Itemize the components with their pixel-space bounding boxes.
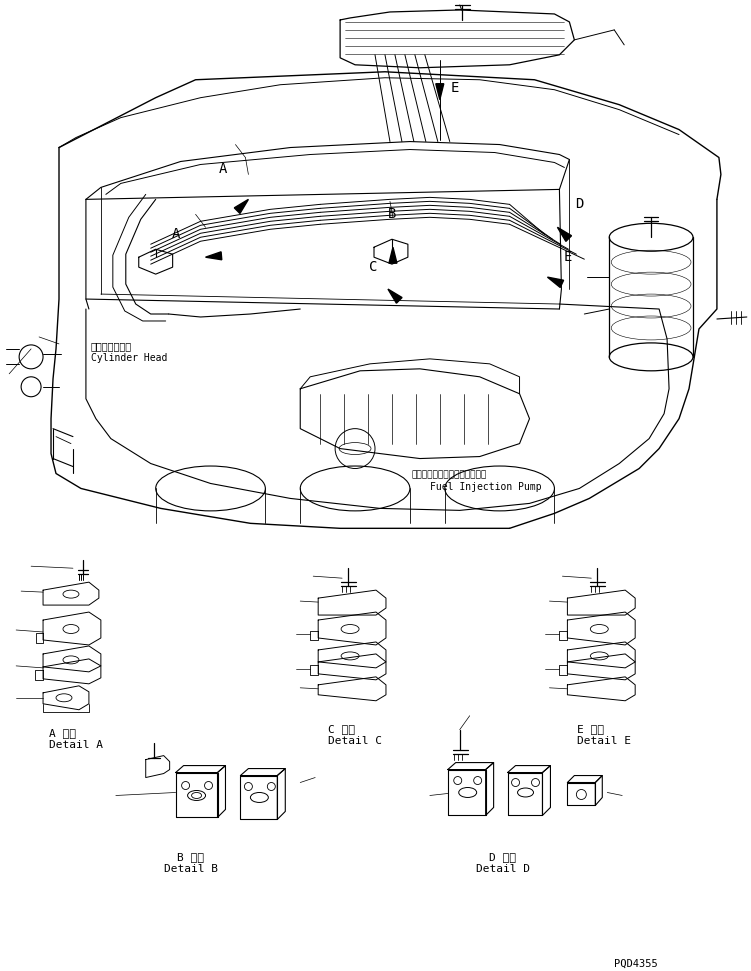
Text: C 詳細: C 詳細: [328, 723, 355, 734]
Polygon shape: [206, 251, 222, 260]
Text: Cylinder Head: Cylinder Head: [91, 352, 167, 363]
Text: Detail E: Detail E: [578, 736, 632, 746]
Text: B: B: [388, 208, 396, 221]
Text: E: E: [451, 81, 459, 95]
Text: B 詳細: B 詳細: [177, 853, 204, 862]
Text: D 詳細: D 詳細: [489, 853, 516, 862]
Text: Detail D: Detail D: [475, 864, 529, 874]
Text: Detail B: Detail B: [164, 864, 218, 874]
Text: Fuel Injection Pump: Fuel Injection Pump: [430, 483, 541, 492]
Text: A 詳細: A 詳細: [49, 727, 76, 738]
Text: E: E: [563, 251, 572, 264]
Polygon shape: [547, 277, 563, 287]
Polygon shape: [388, 289, 402, 303]
Polygon shape: [389, 248, 397, 263]
Text: シリンダヘッド: シリンダヘッド: [91, 341, 132, 351]
Text: PQD4355: PQD4355: [614, 959, 658, 969]
Polygon shape: [557, 227, 572, 242]
Polygon shape: [234, 199, 249, 214]
Text: Detail C: Detail C: [328, 736, 382, 746]
Text: フェルインジェクションポンプ: フェルインジェクションポンプ: [412, 471, 487, 480]
Text: C: C: [369, 260, 377, 274]
Text: Detail A: Detail A: [49, 740, 103, 750]
Text: E 詳細: E 詳細: [578, 723, 605, 734]
Polygon shape: [436, 84, 444, 100]
Text: D: D: [575, 197, 584, 212]
Text: A: A: [219, 162, 227, 177]
Text: A: A: [171, 227, 179, 241]
